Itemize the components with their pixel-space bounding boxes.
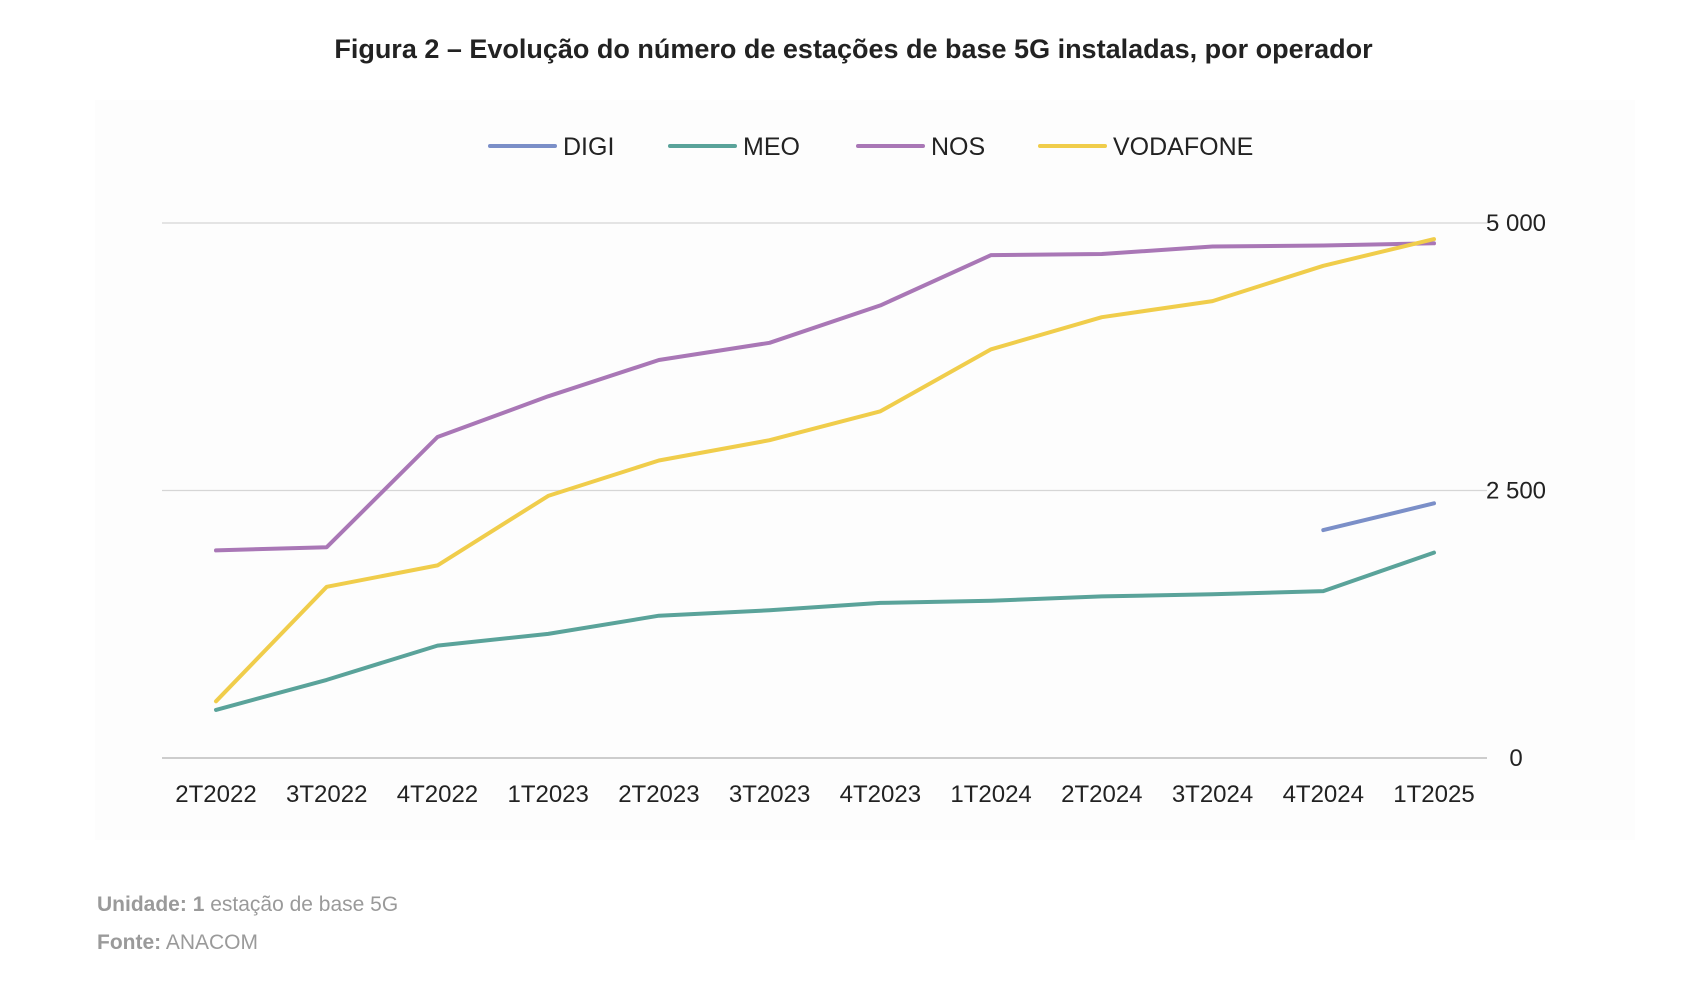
- legend-item-nos: NOS: [856, 133, 985, 161]
- legend-label: DIGI: [563, 133, 614, 161]
- x-tick-label: 2T2022: [175, 781, 256, 808]
- legend-item-vodafone: VODAFONE: [1038, 133, 1253, 161]
- series-line-meo: [214, 550, 1436, 712]
- gridlines: [162, 222, 1487, 759]
- y-tick-label: 0: [1509, 745, 1522, 772]
- legend-item-digi: DIGI: [488, 133, 614, 161]
- x-tick-label: 3T2022: [286, 781, 367, 808]
- unit-value: estação de base 5G: [204, 893, 399, 916]
- x-tick-label: 4T2024: [1283, 781, 1364, 808]
- x-tick-labels: 2T2022 3T2022 4T2022 1T2023 2T2023 3T2023 4T20…: [175, 781, 1474, 808]
- source-note: Fonte: ANACOM: [97, 931, 258, 955]
- legend-label: NOS: [931, 133, 985, 161]
- series-line-digi: [1321, 501, 1436, 533]
- source-label: Fonte:: [97, 931, 162, 954]
- y-tick-labels: 0 2 500 5 000: [1486, 210, 1546, 772]
- x-tick-label: 2T2024: [1061, 781, 1142, 808]
- series-line-nos: [214, 241, 1436, 553]
- y-tick-label: 5 000: [1486, 210, 1546, 237]
- legend-item-meo: MEO: [668, 133, 800, 161]
- x-tick-label: 3T2024: [1172, 781, 1253, 808]
- x-tick-label: 1T2025: [1393, 781, 1474, 808]
- x-tick-label: 3T2023: [729, 781, 810, 808]
- legend-label: MEO: [743, 133, 800, 161]
- legend-label: VODAFONE: [1113, 133, 1253, 161]
- unit-value-bold: 1: [192, 893, 205, 916]
- y-tick-label: 2 500: [1486, 478, 1546, 505]
- series-lines: [214, 237, 1436, 712]
- series-line-vodafone: [214, 237, 1436, 704]
- x-tick-label: 4T2022: [397, 781, 478, 808]
- x-tick-label: 1T2023: [507, 781, 588, 808]
- x-tick-label: 2T2023: [618, 781, 699, 808]
- unit-note: Unidade: 1 estação de base 5G: [97, 893, 398, 917]
- x-tick-label: 4T2023: [840, 781, 921, 808]
- legend: DIGI MEO NOS VODAFONE: [488, 133, 1253, 161]
- x-tick-label: 1T2024: [950, 781, 1031, 808]
- chart-title: Figura 2 – Evolução do número de estaçõe…: [334, 34, 1373, 64]
- unit-label: Unidade:: [97, 893, 187, 916]
- source-value: ANACOM: [161, 931, 259, 954]
